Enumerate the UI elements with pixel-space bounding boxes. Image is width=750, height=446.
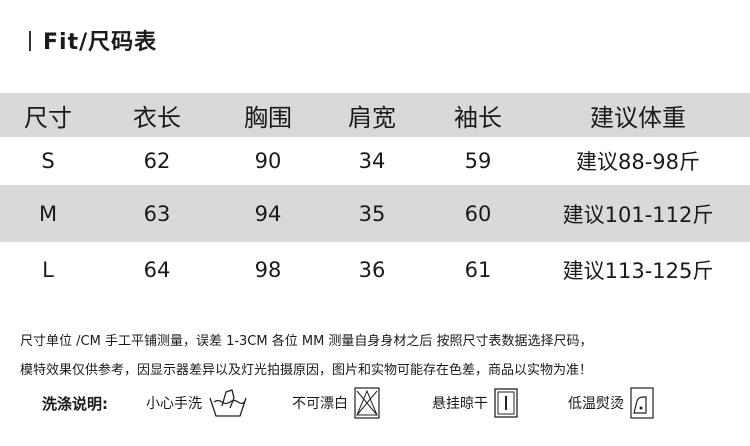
care-item-hang-dry: 悬挂晾干: [432, 386, 518, 420]
header-size: 尺寸: [24, 103, 72, 132]
cell-sleeve: 60: [464, 201, 492, 226]
cell-length: 63: [143, 201, 171, 226]
care-item-low-iron: 低温熨烫: [568, 386, 654, 420]
color-disclaimer-note: 模特效果仅供参考，因显示器差异以及灯光拍摄原因，图片和实物可能存在色差，商品以实…: [20, 363, 593, 378]
low-iron-icon: [630, 387, 654, 419]
cell-length: 64: [143, 258, 171, 282]
cell-chest: 90: [254, 149, 282, 173]
header-sleeve: 袖长: [454, 103, 502, 132]
header-length: 衣长: [133, 103, 181, 132]
cell-chest: 98: [254, 258, 282, 282]
cell-shoulder: 35: [358, 201, 386, 226]
table-row: S 62 90 34 59 建议88-98斤: [0, 137, 750, 185]
care-item-hand-wash: 小心手洗: [146, 386, 248, 420]
care-item-label: 不可漂白: [292, 396, 348, 412]
header-chest: 胸围: [244, 103, 292, 132]
no-bleach-icon: [354, 387, 380, 419]
title-text: Fit/尺码表: [43, 30, 158, 55]
cell-size: M: [38, 201, 58, 226]
header-weight: 建议体重: [590, 103, 686, 132]
cell-shoulder: 36: [358, 258, 386, 282]
cell-weight: 建议113-125斤: [562, 259, 714, 283]
cell-size: L: [42, 258, 54, 282]
cell-weight: 建议88-98斤: [575, 150, 701, 174]
care-instructions-label: 洗涤说明:: [42, 394, 108, 413]
cell-size: S: [41, 149, 55, 173]
cell-length: 62: [143, 149, 171, 173]
cell-chest: 94: [254, 201, 282, 226]
cell-sleeve: 59: [464, 149, 492, 173]
table-row: L 64 98 36 61 建议113-125斤: [0, 242, 750, 298]
cell-shoulder: 34: [358, 149, 386, 173]
measurement-note: 尺寸单位 /CM 手工平铺测量，误差 1-3CM 各位 MM 测量自身身材之后 …: [20, 334, 593, 349]
care-item-label: 低温熨烫: [568, 396, 624, 412]
hang-dry-icon: [494, 388, 518, 418]
care-item-label: 悬挂晾干: [432, 396, 488, 412]
hand-wash-icon: [209, 389, 247, 417]
header-shoulder: 肩宽: [348, 103, 396, 132]
cell-sleeve: 61: [464, 258, 492, 282]
care-item-no-bleach: 不可漂白: [292, 386, 380, 420]
care-item-label: 小心手洗: [146, 396, 202, 412]
table-row: M 63 94 35 60 建议101-112斤: [0, 185, 750, 242]
cell-weight: 建议101-112斤: [562, 202, 714, 227]
title-bar-decoration: [29, 31, 31, 51]
table-header-row: 尺寸 衣长 胸围 肩宽 袖长 建议体重: [0, 93, 750, 137]
page-title: Fit/尺码表: [29, 24, 157, 56]
